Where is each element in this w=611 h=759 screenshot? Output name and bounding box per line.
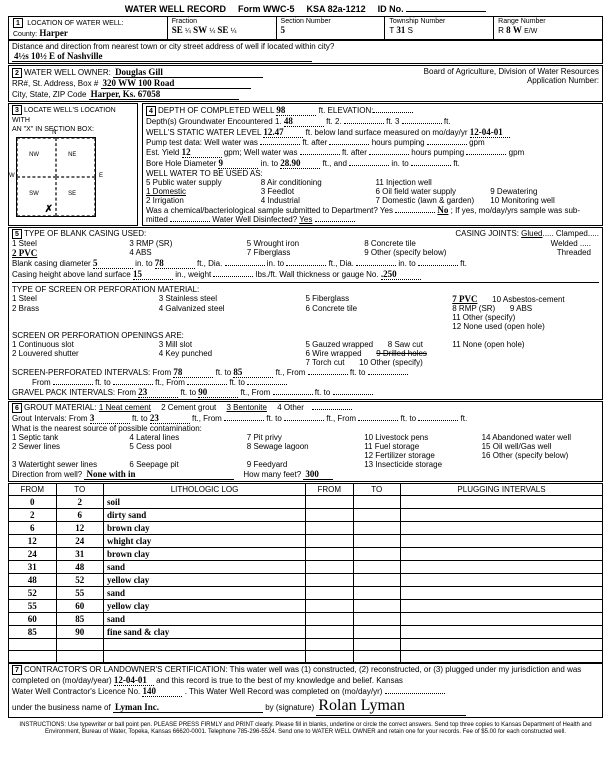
- owner-name: Douglas Gill: [113, 67, 263, 78]
- distance-section: Distance and direction from nearest town…: [8, 40, 603, 64]
- table-row: 2431brown clay: [9, 548, 603, 561]
- table-row: 612brown clay: [9, 522, 603, 535]
- uses-grid: 5 Public water supply 8 Air conditioning…: [146, 178, 599, 205]
- signature: Rolan Lyman: [316, 697, 466, 716]
- table-row: 8590fine sand & clay: [9, 626, 603, 639]
- locate-section: 3LOCATE WELL'S LOCATION WITH AN "X" IN S…: [8, 103, 138, 226]
- distance-value: 4½s 10½ E of Nashville: [12, 51, 312, 62]
- location-grid: 1 LOCATION OF WATER WELL: County: Harper…: [8, 16, 603, 40]
- casing-section: 5TYPE OF BLANK CASING USED: CASING JOINT…: [8, 227, 603, 400]
- table-row: 26dirty sand: [9, 509, 603, 522]
- table-row: 02soil: [9, 496, 603, 509]
- section-value: 5: [281, 25, 286, 35]
- county-value: Harper: [39, 28, 68, 38]
- section-1-num: 1: [13, 18, 23, 28]
- table-row: 3148sand: [9, 561, 603, 574]
- table-row: 5255sand: [9, 587, 603, 600]
- form-page: WATER WELL RECORD Form WWC-5 KSA 82a-121…: [0, 0, 611, 740]
- owner-city: Harper, Ks. 67058: [89, 89, 239, 100]
- title: WATER WELL RECORD: [125, 4, 226, 14]
- table-row: 1224whight clay: [9, 535, 603, 548]
- table-row: 6085sand: [9, 613, 603, 626]
- owner-section: 2WATER WELL OWNER: Douglas Gill RR#, St.…: [8, 65, 603, 102]
- location-header: LOCATION OF WATER WELL:: [27, 20, 123, 27]
- table-row: 5560yellow clay: [9, 600, 603, 613]
- lithologic-log-table: FROM TO LITHOLOGIC LOG FROM TO PLUGGING …: [8, 483, 603, 663]
- instructions: INSTRUCTIONS: Use typewriter or ball poi…: [8, 722, 603, 736]
- form-header: WATER WELL RECORD Form WWC-5 KSA 82a-121…: [8, 4, 603, 14]
- depth-section: 4DEPTH OF COMPLETED WELL 98 ft. ELEVATIO…: [142, 103, 603, 226]
- cert-section: 7CONTRACTOR'S OR LANDOWNER'S CERTIFICATI…: [8, 663, 603, 718]
- id-label: ID No.: [378, 4, 487, 14]
- table-row: [9, 639, 603, 651]
- owner-addr: 320 WW 100 Road: [101, 78, 251, 89]
- form-no: Form WWC-5: [238, 4, 295, 14]
- table-row: 4852yellow clay: [9, 574, 603, 587]
- ksa: KSA 82a-1212: [306, 4, 365, 14]
- grout-section: 6GROUT MATERIAL: 1 Neat cement 2 Cement …: [8, 401, 603, 482]
- section-box-diagram: NW NE SW✗ SE N W E: [16, 137, 96, 217]
- table-row: [9, 651, 603, 663]
